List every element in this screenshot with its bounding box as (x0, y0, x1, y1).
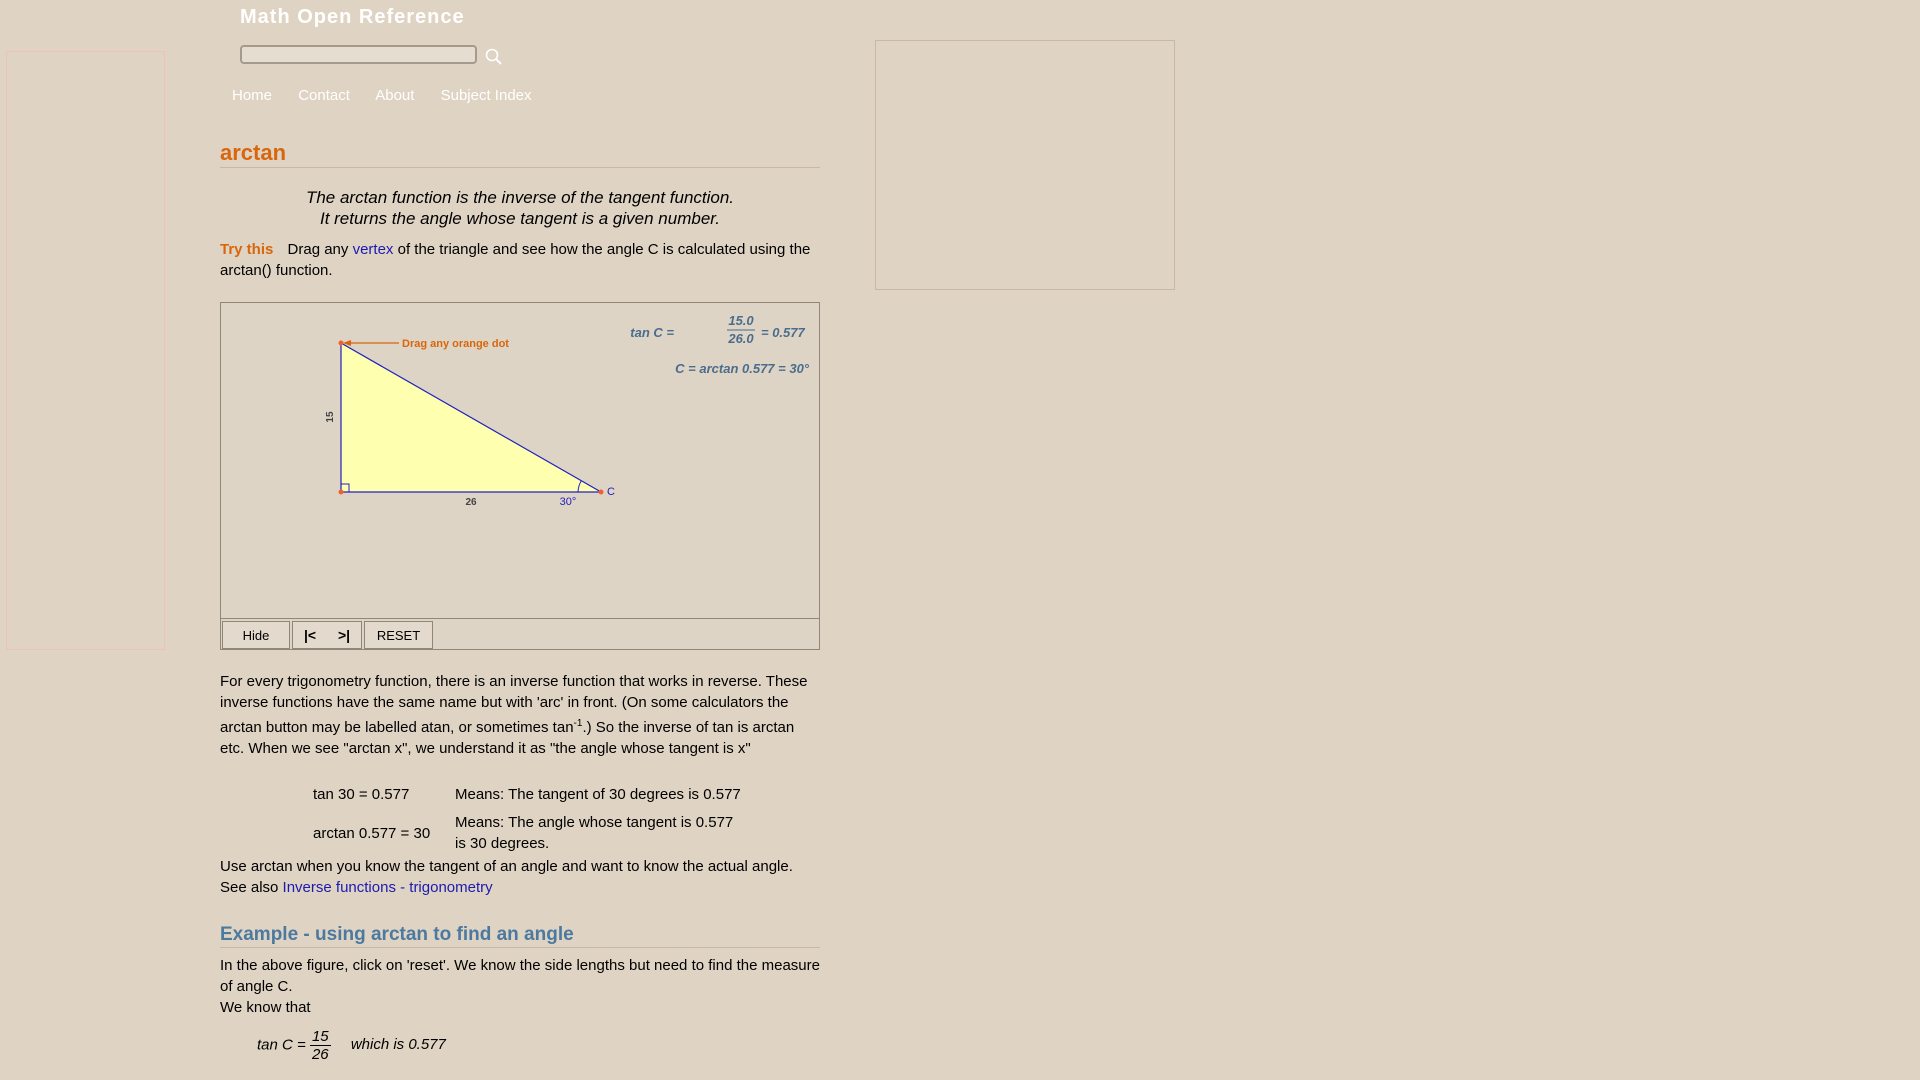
applet-toolbar: Hide |< >| RESET (221, 618, 819, 650)
definition-line-1: The arctan function is the inverse of th… (305, 188, 735, 207)
table-expr: arctan 0.577 = 30 (313, 824, 431, 842)
vertex-link[interactable]: vertex (352, 241, 394, 258)
reset-button[interactable]: RESET (364, 621, 433, 649)
inverse-function-paragraph: For every trigonometry function, there i… (220, 673, 808, 757)
example-formula: tan C = 15 26 which is 0.577 (257, 1028, 446, 1063)
try-this-instructions: Try this Drag any vertex of the triangle… (220, 239, 820, 281)
table-meaning: Means: The tangent of 30 degrees is 0.57… (455, 786, 741, 803)
table-row: tan 30 = 0.577 Means: The tangent of 30 … (313, 777, 745, 812)
left-ad-panel (6, 51, 165, 650)
vertex-top-handle[interactable] (338, 340, 344, 346)
nav-subject-index[interactable]: Subject Index (440, 87, 532, 104)
angle-arc (577, 480, 582, 493)
step-buttons[interactable]: |< >| (292, 621, 362, 649)
usage-paragraph: Use arctan when you know the tangent of … (220, 858, 793, 896)
example-fraction: 15 26 (309, 1028, 331, 1063)
drag-hint-text: Drag any orange dot (402, 338, 509, 350)
site-title[interactable]: Math Open Reference (240, 6, 465, 28)
formula-denominator: 26.0 (727, 331, 754, 346)
try-text-after: of the triangle and see how the angle C … (220, 241, 811, 279)
table-meaning: Means: The angle whose tangent is 0.577 … (455, 814, 734, 852)
nav-contact[interactable]: Contact (298, 87, 350, 104)
angle-label: 30° (560, 496, 577, 508)
main-nav: Home Contact About Subject Index (232, 87, 554, 104)
side-vertical-label: 15 (325, 411, 336, 423)
definition: The arctan function is the inverse of th… (220, 187, 820, 229)
formula-lhs: tan C = (630, 325, 674, 340)
applet-canvas: Drag any orange dot 15 26 30° C tan C = … (325, 313, 810, 508)
nav-home[interactable]: Home (232, 87, 273, 104)
example-rhs: which is 0.577 (350, 1036, 446, 1054)
hide-button[interactable]: Hide (222, 621, 290, 649)
right-ad-panel (875, 40, 1175, 290)
table-row: arctan 0.577 = 30 Means: The angle whose… (313, 812, 745, 854)
hypotenuse-edge (340, 342, 602, 493)
back-step[interactable]: |< (303, 627, 317, 643)
page-title: arctan (220, 140, 820, 168)
table-expr: tan 30 = 0.577 (313, 786, 410, 803)
means-table: tan 30 = 0.577 Means: The tangent of 30 … (313, 777, 745, 854)
triangle-applet: Drag any orange dot 15 26 30° C tan C = … (220, 302, 820, 650)
vertex-c-label: C (607, 486, 615, 498)
example-lhs: tan C = (257, 1036, 306, 1054)
vertex-c-handle[interactable] (598, 489, 604, 495)
search-input[interactable] (240, 45, 477, 64)
example-heading: Example - using arctan to find an angle (220, 924, 820, 948)
formula-numerator: 15.0 (728, 313, 754, 328)
side-horizontal-label: 26 (465, 497, 477, 508)
formula-arctan: C = arctan 0.577 = 30° (675, 361, 810, 376)
inverse-functions-link[interactable]: Inverse functions - trigonometry (282, 879, 493, 896)
vertex-right-angle-handle[interactable] (338, 489, 344, 495)
definition-line-2: It returns the angle whose tangent is a … (319, 209, 721, 228)
search-icon[interactable] (484, 47, 504, 67)
right-angle-mark (340, 483, 350, 493)
nav-about[interactable]: About (375, 87, 415, 104)
try-text-before: Drag any (287, 241, 349, 258)
try-this-label: Try this (220, 241, 274, 258)
inverse-superscript: -1 (573, 718, 583, 729)
forward-step[interactable]: >| (337, 627, 351, 643)
formula-rhs: = 0.577 (761, 325, 806, 340)
arrow-head (343, 340, 351, 346)
example-paragraph: In the above figure, click on 'reset'. W… (220, 957, 820, 1016)
